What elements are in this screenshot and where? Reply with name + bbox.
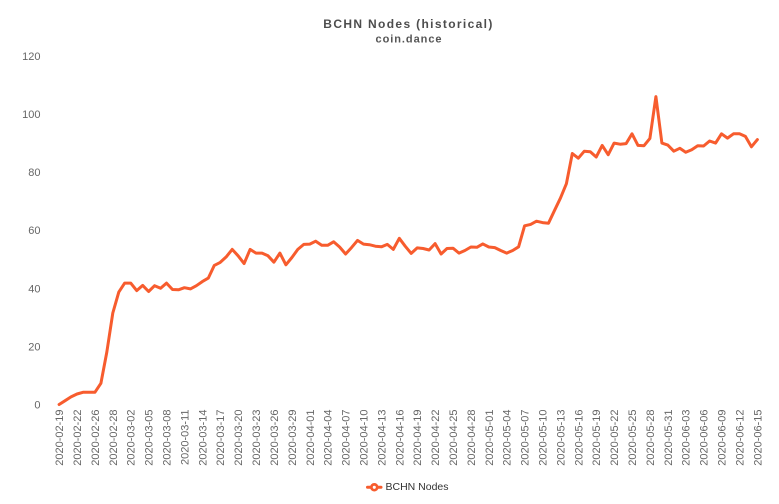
svg-text:2020-03-08: 2020-03-08: [162, 410, 174, 466]
svg-text:2020-04-07: 2020-04-07: [341, 410, 353, 466]
svg-text:120: 120: [22, 51, 40, 63]
svg-text:2020-03-29: 2020-03-29: [287, 410, 299, 466]
svg-text:2020-05-07: 2020-05-07: [520, 410, 532, 466]
svg-text:BCHN Nodes: BCHN Nodes: [386, 481, 449, 493]
svg-text:2020-06-09: 2020-06-09: [717, 410, 729, 466]
svg-text:coin.dance: coin.dance: [376, 34, 443, 46]
svg-text:2020-03-02: 2020-03-02: [126, 410, 138, 466]
svg-text:2020-05-22: 2020-05-22: [609, 410, 621, 466]
svg-text:2020-04-10: 2020-04-10: [359, 410, 371, 466]
svg-text:2020-03-14: 2020-03-14: [197, 410, 209, 466]
svg-text:2020-04-04: 2020-04-04: [323, 410, 335, 466]
svg-text:2020-04-19: 2020-04-19: [412, 410, 424, 466]
svg-text:2020-05-01: 2020-05-01: [484, 410, 496, 466]
svg-text:2020-05-25: 2020-05-25: [627, 410, 639, 466]
svg-text:2020-03-20: 2020-03-20: [233, 410, 245, 466]
svg-text:40: 40: [28, 283, 40, 295]
svg-text:2020-04-28: 2020-04-28: [466, 410, 478, 466]
svg-text:2020-05-13: 2020-05-13: [555, 410, 567, 466]
svg-text:2020-03-17: 2020-03-17: [215, 410, 227, 466]
svg-text:2020-04-01: 2020-04-01: [305, 410, 317, 466]
svg-text:2020-03-26: 2020-03-26: [269, 410, 281, 466]
svg-text:2020-05-31: 2020-05-31: [663, 410, 675, 466]
svg-text:2020-03-23: 2020-03-23: [251, 410, 263, 466]
svg-text:2020-03-05: 2020-03-05: [144, 410, 156, 466]
svg-text:2020-02-22: 2020-02-22: [72, 410, 84, 466]
svg-text:2020-05-04: 2020-05-04: [502, 410, 514, 466]
svg-text:2020-04-25: 2020-04-25: [448, 410, 460, 466]
svg-text:2020-06-03: 2020-06-03: [681, 410, 693, 466]
svg-text:2020-05-28: 2020-05-28: [645, 410, 657, 466]
svg-text:80: 80: [28, 167, 40, 179]
svg-text:2020-02-28: 2020-02-28: [108, 410, 120, 466]
svg-text:2020-04-22: 2020-04-22: [430, 410, 442, 466]
svg-text:2020-03-11: 2020-03-11: [179, 410, 191, 465]
svg-text:2020-05-10: 2020-05-10: [538, 410, 550, 466]
svg-text:60: 60: [28, 225, 40, 237]
svg-text:20: 20: [28, 341, 40, 353]
svg-text:2020-06-12: 2020-06-12: [735, 410, 747, 466]
svg-text:0: 0: [34, 400, 40, 412]
svg-text:2020-05-19: 2020-05-19: [591, 410, 603, 466]
svg-text:2020-06-06: 2020-06-06: [699, 410, 711, 466]
svg-text:2020-05-16: 2020-05-16: [573, 410, 585, 466]
svg-text:2020-04-13: 2020-04-13: [376, 410, 388, 466]
svg-text:2020-02-26: 2020-02-26: [90, 410, 102, 466]
svg-text:2020-02-19: 2020-02-19: [54, 410, 66, 466]
svg-text:2020-06-15: 2020-06-15: [752, 410, 764, 466]
svg-text:100: 100: [22, 109, 40, 121]
svg-text:BCHN Nodes (historical): BCHN Nodes (historical): [323, 17, 493, 31]
svg-text:2020-04-16: 2020-04-16: [394, 410, 406, 466]
